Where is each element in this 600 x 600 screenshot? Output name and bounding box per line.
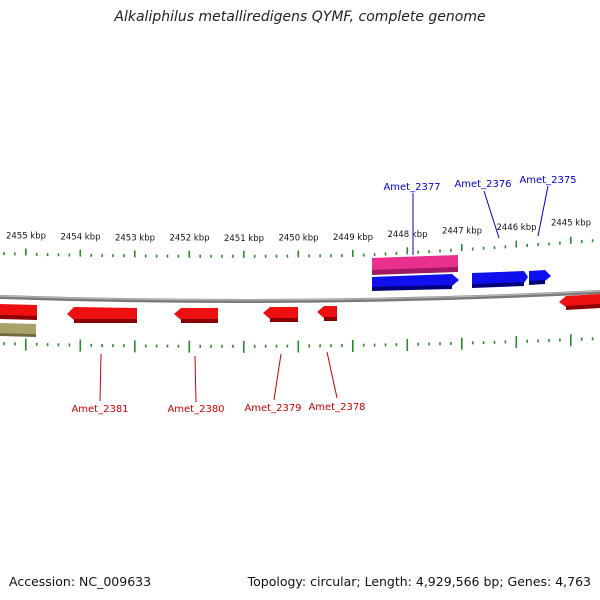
genome-summary-text: Topology: circular; Length: 4,929,566 bp… <box>247 574 591 589</box>
gene-arrow-amet-2380[interactable] <box>174 308 218 323</box>
map-title: Alkaliphilus metalliredigens QYMF, compl… <box>114 9 486 25</box>
gene-label-amet-2377[interactable]: Amet_2377 <box>383 182 440 193</box>
scale-label: 2455 kbp <box>6 232 46 242</box>
gene-arrow-amet-2378[interactable] <box>317 306 337 321</box>
pink-feature[interactable] <box>372 255 458 275</box>
accession-text: Accession: NC_009633 <box>9 574 152 589</box>
scale-label: 2449 kbp <box>333 233 373 243</box>
gene-arrow-right-edge[interactable] <box>559 294 600 310</box>
gene-label-amet-2375[interactable]: Amet_2375 <box>519 175 576 186</box>
gene-labels: Amet_2377 Amet_2376 Amet_2375 Amet_2381 … <box>71 175 576 415</box>
gene-arrow-amet-2376[interactable] <box>472 271 528 288</box>
scale-label: 2446 kbp <box>496 223 536 233</box>
gene-arrow-amet-2381[interactable] <box>67 307 137 323</box>
callout-lines <box>99 185 549 403</box>
gene-arrow-amet-2377[interactable] <box>372 274 459 291</box>
scale-label: 2452 kbp <box>169 234 209 244</box>
gene-label-amet-2380[interactable]: Amet_2380 <box>167 404 224 415</box>
scale-ticks-top <box>3 236 594 258</box>
scale-label: 2447 kbp <box>442 227 482 237</box>
gene-arrow-amet-2375[interactable] <box>529 270 551 285</box>
gene-label-amet-2378[interactable]: Amet_2378 <box>308 402 365 413</box>
scale-label: 2450 kbp <box>278 234 318 244</box>
gene-arrow-amet-2379[interactable] <box>263 307 298 322</box>
scale-ticks-bottom <box>3 334 594 353</box>
olive-feature[interactable] <box>0 323 36 337</box>
scale-label: 2454 kbp <box>60 233 100 243</box>
gene-label-amet-2379[interactable]: Amet_2379 <box>244 403 301 414</box>
scale-label: 2448 kbp <box>387 230 427 240</box>
genome-backbone-highlight <box>0 290 600 301</box>
scale-labels: 2455 kbp 2454 kbp 2453 kbp 2452 kbp 2451 kbp… <box>6 219 591 244</box>
genome-backbone <box>0 290 600 303</box>
gene-label-amet-2381[interactable]: Amet_2381 <box>71 404 128 415</box>
gene-label-amet-2376[interactable]: Amet_2376 <box>454 179 511 190</box>
gene-arrow-left-edge[interactable] <box>0 304 37 320</box>
scale-label: 2453 kbp <box>115 233 155 243</box>
scale-label: 2445 kbp <box>551 219 591 229</box>
scale-label: 2451 kbp <box>224 234 264 244</box>
